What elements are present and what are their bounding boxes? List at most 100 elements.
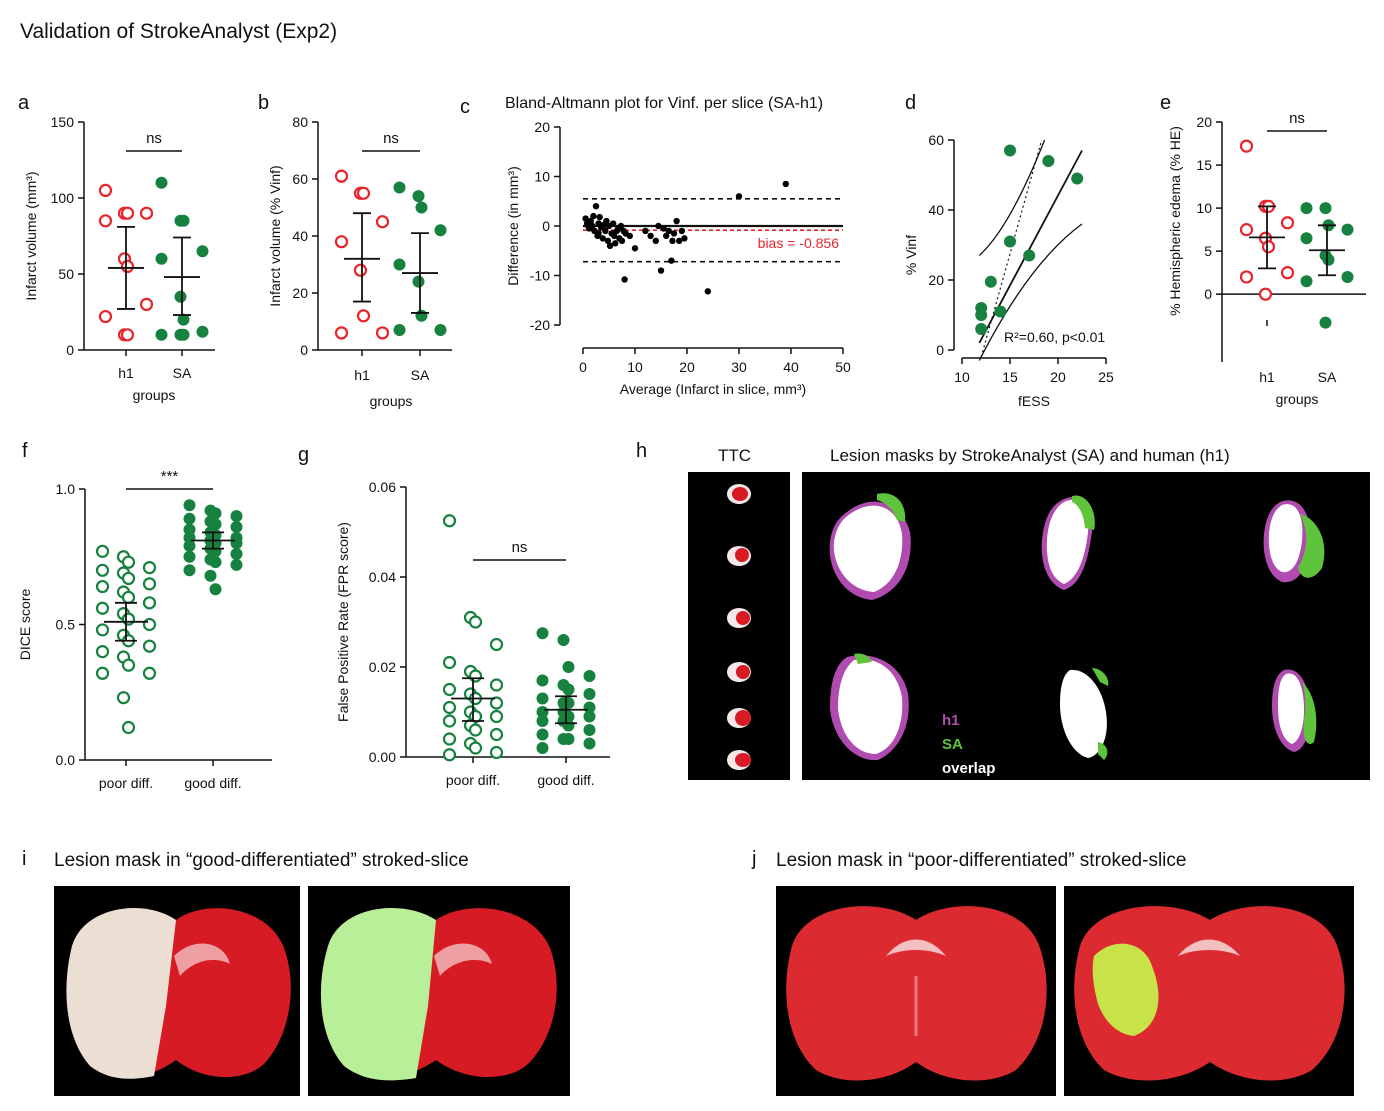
data-point <box>468 723 483 737</box>
data-point <box>673 217 680 225</box>
data-point <box>196 325 209 338</box>
confidence-band <box>978 223 1083 361</box>
data-point <box>1071 172 1084 185</box>
data-point <box>142 639 157 653</box>
data-point <box>121 590 136 605</box>
data-point <box>489 678 504 692</box>
ttc-slice <box>727 484 751 504</box>
y-tick-label: 40 <box>292 228 308 244</box>
slice-good-mask <box>320 907 557 1081</box>
data-point <box>678 227 685 235</box>
x-tick-label: 0 <box>579 359 587 375</box>
ttc-slices <box>727 484 751 770</box>
data-point <box>984 275 997 288</box>
data-point <box>177 328 190 341</box>
data-point <box>183 564 196 577</box>
y-axis-label: Difference (in mm³) <box>505 166 521 286</box>
data-point <box>655 222 662 230</box>
data-point <box>209 583 222 596</box>
data-point <box>590 212 597 220</box>
data-point <box>98 214 113 228</box>
data-point <box>353 263 368 277</box>
panel-letter-b: b <box>258 92 270 114</box>
data-point <box>668 257 675 264</box>
y-axis-label: Infarct volume (mm³) <box>23 171 39 300</box>
significance-label: *** <box>161 468 179 485</box>
data-point <box>589 222 596 230</box>
y-tick-label: 0 <box>66 342 74 358</box>
data-point <box>468 741 483 755</box>
x-tick-label: 50 <box>835 359 851 375</box>
y-tick-label: 0 <box>542 218 550 234</box>
data-point <box>647 232 654 240</box>
x-tick-label: 20 <box>1050 369 1066 385</box>
bland-altman-title: Bland-Altmann plot for Vinf. per slice (… <box>505 95 824 112</box>
data-point <box>375 326 390 340</box>
data-point <box>230 520 243 533</box>
ttc-label: TTC <box>718 446 752 465</box>
data-point <box>562 719 575 732</box>
lesion-mask-image: h1 SA overlap <box>802 472 1370 780</box>
y-tick-label: 1.0 <box>56 481 76 497</box>
x-tick-label: h1 <box>1259 369 1275 385</box>
mask-slice <box>1272 669 1317 752</box>
data-point <box>183 550 196 563</box>
data-point <box>442 700 457 715</box>
data-point <box>356 309 371 323</box>
data-point <box>142 617 157 632</box>
data-point <box>735 193 743 200</box>
data-point <box>1261 240 1276 254</box>
data-point <box>121 720 136 735</box>
slice-good-mask-image <box>308 886 570 1096</box>
data-point <box>642 227 649 235</box>
data-point <box>468 615 483 629</box>
data-point <box>1004 235 1016 248</box>
y-tick-label: 10 <box>534 169 550 185</box>
y-axis-label: DICE score <box>17 589 33 661</box>
y-tick-label: 150 <box>51 114 75 130</box>
data-point <box>489 696 504 710</box>
x-tick-label: poor diff. <box>446 772 500 788</box>
y-tick-label: -20 <box>530 317 550 333</box>
data-point <box>183 539 196 552</box>
lesion-masks-title: Lesion masks by StrokeAnalyst (SA) and h… <box>830 446 1230 465</box>
data-point <box>468 669 483 683</box>
x-tick-label: h1 <box>118 365 134 381</box>
y-tick-label: 0.0 <box>56 752 76 768</box>
data-point <box>139 206 154 220</box>
y-tick-label: 20 <box>1196 114 1212 130</box>
data-point <box>1239 223 1254 237</box>
slice-good-ttc-image <box>54 886 300 1096</box>
y-tick-label: 0.5 <box>56 617 76 633</box>
panel-letter-f: f <box>22 440 28 462</box>
mask-slice <box>830 653 909 761</box>
data-point <box>676 237 683 245</box>
panel-j-title: Lesion mask in “poor-differentiated” str… <box>776 850 1187 871</box>
data-point <box>95 666 110 680</box>
data-point <box>975 323 988 335</box>
y-tick-label: -10 <box>530 268 550 284</box>
x-tick-label: good diff. <box>184 775 241 791</box>
data-point <box>489 709 504 724</box>
y-tick-label: 5 <box>1204 243 1212 259</box>
y-axis-label: False Positive Rate (FPR score) <box>335 522 351 722</box>
data-point <box>704 288 711 295</box>
data-point <box>1341 223 1354 236</box>
x-tick-label: 15 <box>1002 369 1018 385</box>
identity-line <box>980 139 1043 358</box>
y-tick-label: 20 <box>534 119 550 135</box>
y-tick-label: 0.02 <box>369 659 396 675</box>
data-point <box>1341 270 1354 283</box>
data-point <box>442 682 457 697</box>
data-point <box>1258 287 1273 301</box>
bias-label: bias = -0.856 <box>758 235 840 251</box>
x-tick-label: 20 <box>679 359 695 375</box>
mask-slice <box>1263 500 1325 583</box>
lesion-mask-shapes <box>829 493 1325 761</box>
mask-slice <box>829 493 911 600</box>
data-point <box>116 691 131 705</box>
y-axis-label: % Vinf <box>903 235 919 275</box>
x-axis-label: groups <box>133 387 176 403</box>
data-point <box>142 596 157 610</box>
data-point <box>583 688 596 700</box>
